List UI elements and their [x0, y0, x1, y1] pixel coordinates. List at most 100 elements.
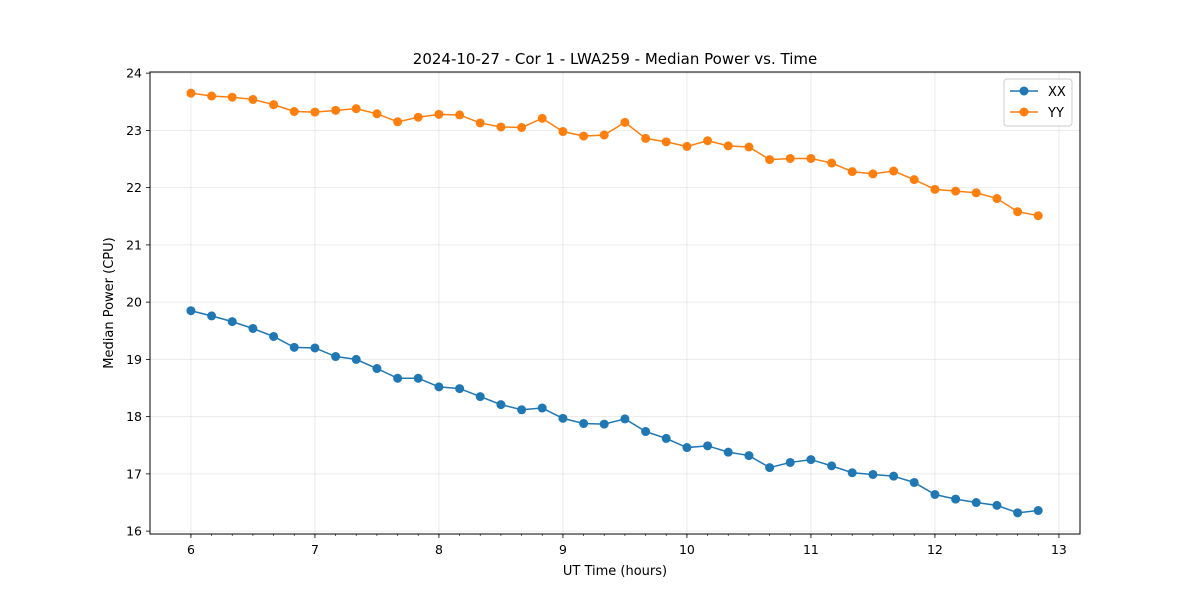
data-point-yy — [413, 112, 423, 122]
data-point-yy — [393, 117, 403, 127]
data-point-xx — [372, 364, 382, 374]
data-point-yy — [641, 133, 651, 143]
data-point-yy — [951, 186, 961, 196]
legend-marker-xx — [1019, 86, 1029, 96]
data-point-xx — [475, 392, 485, 402]
data-point-yy — [868, 169, 878, 179]
data-point-xx — [579, 419, 589, 429]
data-point-xx — [847, 468, 857, 478]
data-point-xx — [434, 382, 444, 392]
data-point-yy — [1033, 211, 1043, 221]
x-tick-label: 13 — [1051, 542, 1067, 557]
data-point-yy — [599, 130, 609, 140]
x-tick-label: 7 — [311, 542, 319, 557]
y-tick-label: 22 — [126, 180, 142, 195]
data-point-xx — [186, 306, 196, 316]
data-point-xx — [1033, 506, 1043, 516]
data-point-yy — [971, 188, 981, 198]
data-point-xx — [393, 373, 403, 383]
x-tick-label: 12 — [927, 542, 943, 557]
data-point-xx — [227, 317, 237, 327]
data-point-yy — [785, 153, 795, 163]
y-axis-ticks: 16 17 18 19 20 21 22 23 24 — [126, 66, 150, 539]
y-tick-label: 16 — [126, 524, 142, 539]
data-point-xx — [413, 373, 423, 383]
data-point-yy — [909, 175, 919, 185]
x-axis-ticks: 6 7 8 9 10 11 12 13 — [187, 534, 1067, 557]
data-point-xx — [868, 469, 878, 479]
data-point-yy — [723, 141, 733, 151]
data-point-xx — [765, 463, 775, 473]
data-point-yy — [331, 105, 341, 115]
y-tick-label: 20 — [126, 295, 142, 310]
data-point-xx — [930, 489, 940, 499]
data-point-yy — [744, 142, 754, 152]
data-point-yy — [310, 107, 320, 117]
data-point-yy — [475, 118, 485, 128]
data-point-xx — [351, 354, 361, 364]
data-point-xx — [806, 455, 816, 465]
chart-title: 2024-10-27 - Cor 1 - LWA259 - Median Pow… — [413, 50, 817, 68]
y-axis-label: Median Power (CPU) — [102, 237, 117, 368]
data-point-xx — [269, 331, 279, 341]
y-tick-label: 24 — [126, 66, 142, 81]
data-point-xx — [331, 352, 341, 362]
data-point-xx — [703, 441, 713, 451]
data-point-yy — [434, 109, 444, 119]
grid — [150, 72, 1080, 534]
data-point-yy — [579, 131, 589, 141]
data-point-xx — [785, 457, 795, 467]
y-tick-label: 19 — [126, 352, 142, 367]
data-point-yy — [682, 141, 692, 151]
data-point-xx — [992, 500, 1002, 510]
data-point-yy — [289, 107, 299, 117]
data-point-yy — [806, 153, 816, 163]
data-point-xx — [455, 384, 465, 394]
x-tick-label: 11 — [803, 542, 819, 557]
data-point-yy — [248, 94, 258, 104]
data-point-xx — [641, 427, 651, 437]
x-tick-label: 9 — [559, 542, 567, 557]
y-tick-label: 23 — [126, 123, 142, 138]
data-point-xx — [661, 433, 671, 443]
legend-label-xx: XX — [1048, 85, 1066, 100]
x-tick-label: 10 — [679, 542, 695, 557]
plot-frame — [149, 71, 1081, 535]
data-point-yy — [207, 91, 217, 101]
data-point-xx — [496, 400, 506, 410]
y-tick-label: 21 — [126, 237, 142, 252]
data-point-xx — [310, 343, 320, 353]
data-point-yy — [703, 136, 713, 146]
data-point-yy — [372, 109, 382, 119]
legend-label-yy: YY — [1047, 106, 1064, 121]
legend-marker-yy — [1019, 107, 1029, 117]
data-point-xx — [682, 443, 692, 453]
data-point-yy — [765, 155, 775, 165]
data-point-yy — [847, 167, 857, 177]
data-point-xx — [744, 451, 754, 461]
series-layer — [186, 88, 1043, 518]
data-point-xx — [207, 311, 217, 321]
data-point-xx — [909, 477, 919, 487]
data-point-xx — [1013, 508, 1023, 518]
x-tick-label: 8 — [435, 542, 443, 557]
data-point-yy — [827, 158, 837, 168]
data-point-yy — [992, 194, 1002, 204]
x-axis-label: UT Time (hours) — [563, 564, 667, 579]
data-point-yy — [455, 110, 465, 120]
data-point-xx — [620, 414, 630, 424]
data-point-yy — [351, 104, 361, 114]
data-point-xx — [889, 471, 899, 481]
y-tick-label: 17 — [126, 466, 142, 481]
data-point-xx — [827, 461, 837, 471]
data-point-xx — [599, 419, 609, 429]
data-point-yy — [517, 123, 527, 133]
data-point-xx — [951, 494, 961, 504]
x-tick-label: 6 — [187, 542, 195, 557]
data-point-yy — [227, 92, 237, 102]
data-point-xx — [248, 323, 258, 333]
data-point-xx — [537, 403, 547, 413]
data-point-yy — [889, 166, 899, 176]
data-point-xx — [517, 405, 527, 415]
